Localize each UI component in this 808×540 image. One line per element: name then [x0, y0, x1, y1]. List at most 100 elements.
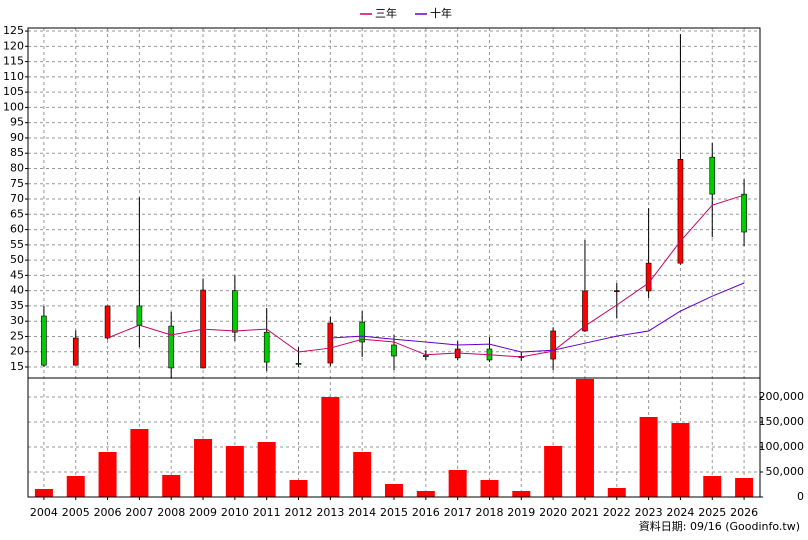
x-tick-label: 2024 — [666, 506, 694, 519]
candle-body — [136, 305, 143, 326]
candle-body — [104, 305, 111, 339]
volume-bar — [257, 442, 276, 497]
candle-body — [423, 355, 429, 357]
footnote: 資料日期: 09/16 (Goodinfo.tw) — [639, 519, 800, 533]
volume-bar — [416, 491, 435, 497]
volume-bar — [575, 379, 594, 497]
y2-tick-label: 100,000 — [759, 440, 805, 453]
volume-bar — [671, 423, 690, 497]
x-tick-label: 2022 — [603, 506, 631, 519]
candle-body — [72, 337, 79, 366]
y2-tick-label: 150,000 — [759, 415, 805, 428]
y-tick-label: 95 — [10, 116, 24, 129]
y-tick-label: 80 — [10, 161, 24, 174]
y-tick-label: 100 — [3, 100, 24, 113]
volume-bar — [321, 397, 340, 497]
candle-body — [232, 290, 238, 333]
volume-bar — [607, 488, 626, 497]
volume-bar — [544, 446, 563, 497]
candle-body — [41, 315, 47, 366]
x-tick-label: 2019 — [507, 506, 535, 519]
volume-bar — [130, 429, 149, 497]
y-tick-label: 115 — [3, 55, 24, 68]
volume-bar — [448, 470, 467, 497]
y-tick-label: 45 — [10, 268, 24, 281]
y-tick-label: 70 — [10, 192, 24, 205]
x-tick-label: 2014 — [348, 506, 376, 519]
candle-body — [741, 193, 747, 233]
volume-bar — [162, 475, 181, 497]
legend-label: 三年 — [375, 6, 397, 20]
x-tick-label: 2011 — [253, 506, 281, 519]
x-tick-label: 2016 — [412, 506, 440, 519]
y-tick-label: 85 — [10, 146, 24, 159]
y-tick-label: 105 — [3, 85, 24, 98]
y-tick-label: 40 — [10, 284, 24, 297]
volume-bar — [385, 484, 403, 497]
volume-bar — [353, 452, 372, 497]
y-tick-label: 120 — [3, 39, 24, 52]
candle-body — [645, 262, 652, 292]
candle-body — [359, 321, 365, 343]
y-tick-label: 125 — [3, 24, 24, 37]
x-tick-label: 2023 — [635, 506, 663, 519]
y2-tick-label: 0 — [797, 490, 804, 503]
volume-bar — [512, 491, 531, 497]
x-tick-label: 2015 — [380, 506, 408, 519]
x-tick-label: 2018 — [475, 506, 503, 519]
volume-bar — [34, 489, 53, 497]
volume-bar — [735, 478, 754, 497]
candle-body — [295, 363, 302, 365]
x-tick-label: 2005 — [62, 506, 90, 519]
candle-body — [263, 331, 270, 363]
x-tick-label: 2004 — [30, 506, 58, 519]
y-tick-label: 50 — [10, 253, 24, 266]
volume-bar — [225, 446, 244, 497]
y-tick-label: 110 — [3, 70, 24, 83]
x-tick-label: 2006 — [94, 506, 122, 519]
volume-bar — [98, 452, 117, 497]
legend-label: 十年 — [430, 6, 452, 20]
candle-body — [168, 325, 175, 369]
x-tick-label: 2026 — [730, 506, 758, 519]
candle-body — [327, 322, 334, 364]
y2-tick-label: 200,000 — [759, 390, 805, 403]
ma-line — [330, 282, 745, 353]
volume-bar — [703, 476, 722, 497]
y-tick-label: 35 — [10, 299, 24, 312]
x-tick-label: 2007 — [125, 506, 153, 519]
volume-bar — [639, 417, 658, 497]
x-tick-label: 2008 — [157, 506, 185, 519]
y2-tick-label: 50,000 — [766, 465, 805, 478]
volume-bar — [194, 439, 213, 497]
plot-frame — [27, 27, 761, 498]
x-tick-label: 2025 — [698, 506, 726, 519]
y-tick-label: 75 — [10, 177, 24, 190]
ma-line — [107, 194, 745, 358]
x-tick-label: 2010 — [221, 506, 249, 519]
y-tick-label: 65 — [10, 207, 24, 220]
volume-bar — [289, 480, 308, 497]
x-tick-label: 2012 — [285, 506, 313, 519]
x-tick-label: 2013 — [316, 506, 344, 519]
candle-body — [709, 156, 716, 195]
candle-body — [582, 290, 588, 332]
y-tick-label: 15 — [10, 360, 24, 373]
candle-body — [550, 330, 556, 360]
y-tick-label: 25 — [10, 329, 24, 342]
candle-body — [613, 290, 620, 292]
candle-body — [677, 159, 684, 264]
y-tick-label: 30 — [10, 314, 24, 327]
y-tick-label: 55 — [10, 238, 24, 251]
x-tick-label: 2017 — [444, 506, 472, 519]
volume-bar — [66, 476, 85, 497]
y-tick-label: 20 — [10, 345, 24, 358]
volume-bar — [480, 480, 499, 497]
x-tick-label: 2020 — [539, 506, 567, 519]
x-tick-label: 2021 — [571, 506, 599, 519]
x-tick-label: 2009 — [189, 506, 217, 519]
y-tick-label: 60 — [10, 223, 24, 236]
y-tick-label: 90 — [10, 131, 24, 144]
candle-body — [391, 344, 397, 357]
